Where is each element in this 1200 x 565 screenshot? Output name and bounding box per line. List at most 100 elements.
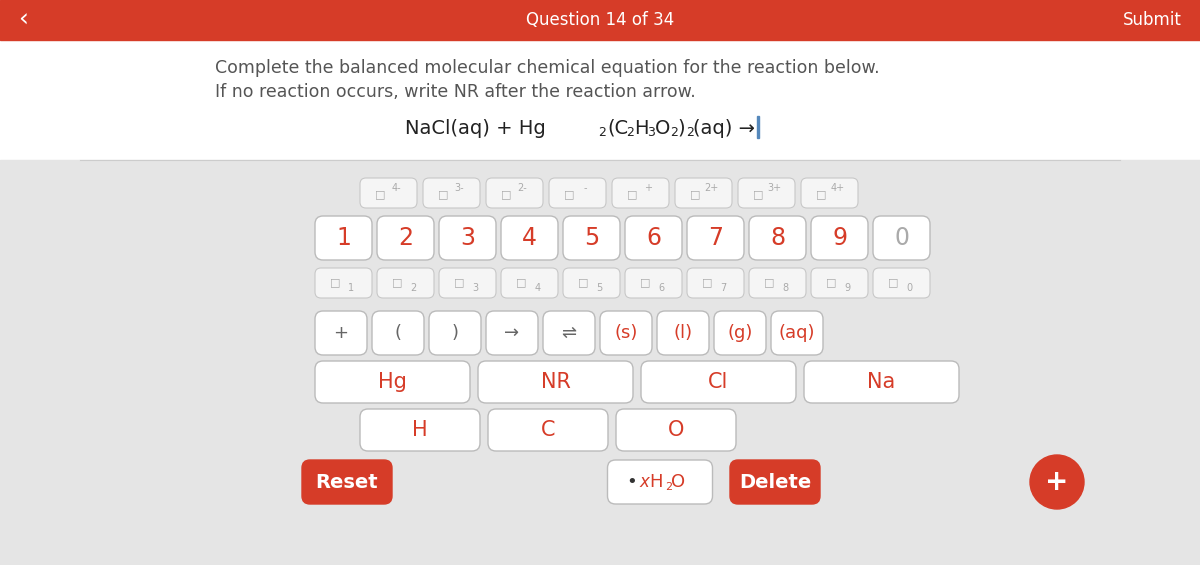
Text: 3: 3	[460, 226, 475, 250]
Text: 1: 1	[348, 283, 354, 293]
Text: 6: 6	[646, 226, 661, 250]
FancyBboxPatch shape	[486, 311, 538, 355]
Text: ⇌: ⇌	[562, 324, 576, 342]
Text: (aq) →: (aq) →	[694, 119, 755, 137]
Text: 4: 4	[522, 226, 538, 250]
Text: □: □	[641, 277, 650, 287]
Text: •: •	[626, 473, 637, 491]
FancyBboxPatch shape	[600, 311, 652, 355]
Text: □: □	[516, 277, 527, 287]
Text: x: x	[640, 473, 649, 491]
FancyBboxPatch shape	[486, 178, 542, 208]
Text: H: H	[634, 119, 648, 137]
FancyBboxPatch shape	[714, 311, 766, 355]
Text: 3-: 3-	[455, 183, 464, 193]
FancyBboxPatch shape	[302, 460, 392, 504]
Text: Submit: Submit	[1123, 11, 1182, 29]
Text: ): )	[451, 324, 458, 342]
Text: 8: 8	[782, 283, 788, 293]
Text: 2: 2	[670, 127, 678, 140]
Text: 3: 3	[473, 283, 479, 293]
Text: Complete the balanced molecular chemical equation for the reaction below.: Complete the balanced molecular chemical…	[215, 59, 880, 77]
Text: (s): (s)	[614, 324, 637, 342]
FancyBboxPatch shape	[502, 216, 558, 260]
FancyBboxPatch shape	[686, 268, 744, 298]
FancyBboxPatch shape	[377, 268, 434, 298]
Text: □: □	[438, 189, 449, 199]
Bar	[757, 116, 760, 138]
Text: H: H	[649, 473, 662, 491]
Text: NR: NR	[540, 372, 570, 392]
Text: 0: 0	[906, 283, 912, 293]
FancyBboxPatch shape	[314, 268, 372, 298]
Text: +: +	[1045, 468, 1069, 496]
FancyBboxPatch shape	[802, 178, 858, 208]
Bar	[0, 0, 1200, 40]
Text: □: □	[754, 189, 763, 199]
FancyBboxPatch shape	[874, 216, 930, 260]
FancyBboxPatch shape	[424, 178, 480, 208]
Text: O: O	[671, 473, 685, 491]
FancyBboxPatch shape	[563, 268, 620, 298]
Circle shape	[1030, 455, 1084, 509]
Bar	[0, 160, 1200, 565]
Text: 5: 5	[596, 283, 602, 293]
FancyBboxPatch shape	[658, 311, 709, 355]
FancyBboxPatch shape	[625, 216, 682, 260]
FancyBboxPatch shape	[478, 361, 634, 403]
FancyBboxPatch shape	[314, 361, 470, 403]
FancyBboxPatch shape	[502, 268, 558, 298]
FancyBboxPatch shape	[674, 178, 732, 208]
Text: □: □	[502, 189, 511, 199]
Text: Reset: Reset	[316, 472, 378, 492]
FancyBboxPatch shape	[439, 268, 496, 298]
Text: □: □	[392, 277, 403, 287]
Text: □: □	[690, 189, 701, 199]
FancyBboxPatch shape	[314, 311, 367, 355]
Text: 1: 1	[336, 226, 350, 250]
Text: +: +	[334, 324, 348, 342]
FancyBboxPatch shape	[377, 216, 434, 260]
FancyBboxPatch shape	[625, 268, 682, 298]
FancyBboxPatch shape	[749, 216, 806, 260]
Bar	[0, 40, 1200, 160]
Text: 7: 7	[708, 226, 722, 250]
FancyBboxPatch shape	[612, 178, 670, 208]
FancyBboxPatch shape	[550, 178, 606, 208]
Text: O: O	[668, 420, 684, 440]
Text: -: -	[583, 183, 587, 193]
Text: □: □	[330, 277, 341, 287]
Text: O: O	[655, 119, 671, 137]
Text: □: □	[827, 277, 836, 287]
Text: 0: 0	[894, 226, 910, 250]
Text: If no reaction occurs, write NR after the reaction arrow.: If no reaction occurs, write NR after th…	[215, 83, 696, 101]
Text: (g): (g)	[727, 324, 752, 342]
FancyBboxPatch shape	[738, 178, 796, 208]
Text: (: (	[395, 324, 402, 342]
Text: 4: 4	[534, 283, 540, 293]
Text: □: □	[628, 189, 637, 199]
FancyBboxPatch shape	[488, 409, 608, 451]
Text: →: →	[504, 324, 520, 342]
Text: 3: 3	[647, 127, 655, 140]
Text: Cl: Cl	[708, 372, 728, 392]
Text: ‹: ‹	[18, 8, 28, 32]
FancyBboxPatch shape	[616, 409, 736, 451]
Text: 8: 8	[770, 226, 785, 250]
Text: ): )	[677, 119, 685, 137]
FancyBboxPatch shape	[314, 216, 372, 260]
FancyBboxPatch shape	[730, 460, 820, 504]
FancyBboxPatch shape	[439, 216, 496, 260]
Text: (aq): (aq)	[779, 324, 815, 342]
Text: □: □	[816, 189, 827, 199]
Text: □: □	[888, 277, 899, 287]
Text: 2: 2	[666, 482, 672, 492]
FancyBboxPatch shape	[874, 268, 930, 298]
Text: 5: 5	[584, 226, 599, 250]
FancyBboxPatch shape	[641, 361, 796, 403]
Text: (C: (C	[607, 119, 628, 137]
Text: 4+: 4+	[830, 183, 845, 193]
Text: □: □	[578, 277, 589, 287]
Text: 4-: 4-	[391, 183, 401, 193]
Text: H: H	[412, 420, 428, 440]
